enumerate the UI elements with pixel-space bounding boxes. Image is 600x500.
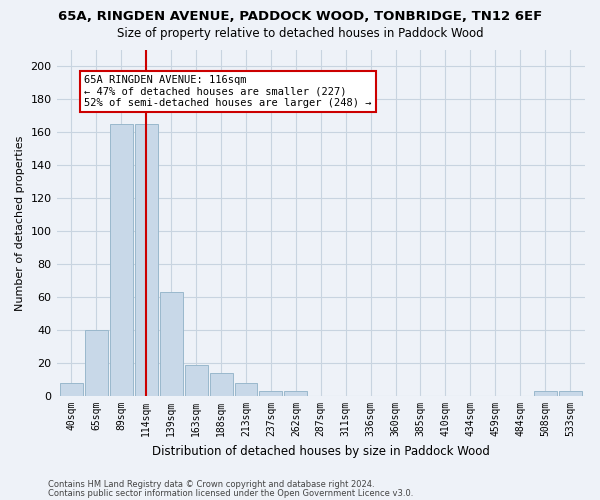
Bar (185, 364, 208, 396)
Bar (259, 391, 283, 396)
Bar (209, 373, 233, 396)
Text: 65A, RINGDEN AVENUE, PADDOCK WOOD, TONBRIDGE, TN12 6EF: 65A, RINGDEN AVENUE, PADDOCK WOOD, TONBR… (58, 10, 542, 23)
Text: Size of property relative to detached houses in Paddock Wood: Size of property relative to detached ho… (116, 28, 484, 40)
Bar (110, 124, 133, 396)
Bar (160, 292, 182, 396)
Bar (85, 330, 108, 396)
Bar (235, 383, 257, 396)
Bar (559, 391, 581, 396)
Y-axis label: Number of detached properties: Number of detached properties (15, 136, 25, 310)
Text: Contains public sector information licensed under the Open Government Licence v3: Contains public sector information licen… (48, 490, 413, 498)
Bar (135, 124, 158, 396)
Bar (284, 391, 307, 396)
Text: Contains HM Land Registry data © Crown copyright and database right 2024.: Contains HM Land Registry data © Crown c… (48, 480, 374, 489)
Bar (60, 383, 83, 396)
X-axis label: Distribution of detached houses by size in Paddock Wood: Distribution of detached houses by size … (152, 444, 490, 458)
Text: 65A RINGDEN AVENUE: 116sqm
← 47% of detached houses are smaller (227)
52% of sem: 65A RINGDEN AVENUE: 116sqm ← 47% of deta… (84, 74, 371, 108)
Bar (533, 391, 557, 396)
